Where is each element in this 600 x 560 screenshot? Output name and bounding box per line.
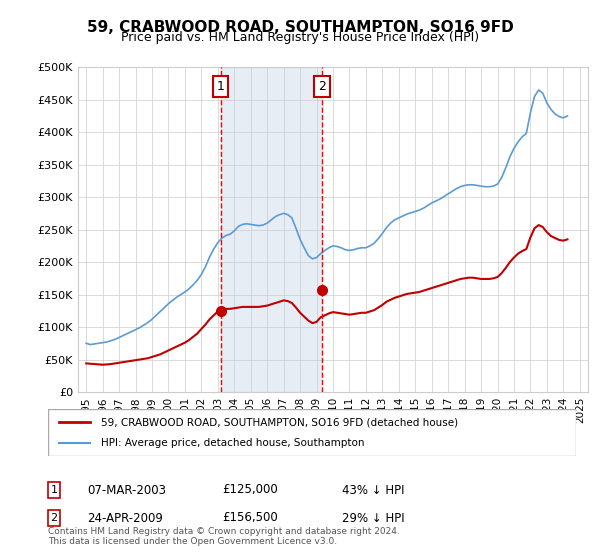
- Text: 07-MAR-2003: 07-MAR-2003: [87, 483, 166, 497]
- Text: 29% ↓ HPI: 29% ↓ HPI: [342, 511, 404, 525]
- Text: Contains HM Land Registry data © Crown copyright and database right 2024.
This d: Contains HM Land Registry data © Crown c…: [48, 526, 400, 546]
- Text: Price paid vs. HM Land Registry's House Price Index (HPI): Price paid vs. HM Land Registry's House …: [121, 31, 479, 44]
- Text: 43% ↓ HPI: 43% ↓ HPI: [342, 483, 404, 497]
- Text: 2: 2: [318, 80, 326, 93]
- FancyBboxPatch shape: [48, 409, 576, 456]
- Text: 1: 1: [50, 485, 58, 495]
- Bar: [221, 67, 322, 392]
- Text: 2: 2: [50, 513, 58, 523]
- Text: 59, CRABWOOD ROAD, SOUTHAMPTON, SO16 9FD (detached house): 59, CRABWOOD ROAD, SOUTHAMPTON, SO16 9FD…: [101, 417, 458, 427]
- Text: 59, CRABWOOD ROAD, SOUTHAMPTON, SO16 9FD: 59, CRABWOOD ROAD, SOUTHAMPTON, SO16 9FD: [86, 20, 514, 35]
- Text: HPI: Average price, detached house, Southampton: HPI: Average price, detached house, Sout…: [101, 438, 364, 448]
- Text: £156,500: £156,500: [222, 511, 278, 525]
- Text: 24-APR-2009: 24-APR-2009: [87, 511, 163, 525]
- Text: 1: 1: [217, 80, 225, 93]
- Text: £125,000: £125,000: [222, 483, 278, 497]
